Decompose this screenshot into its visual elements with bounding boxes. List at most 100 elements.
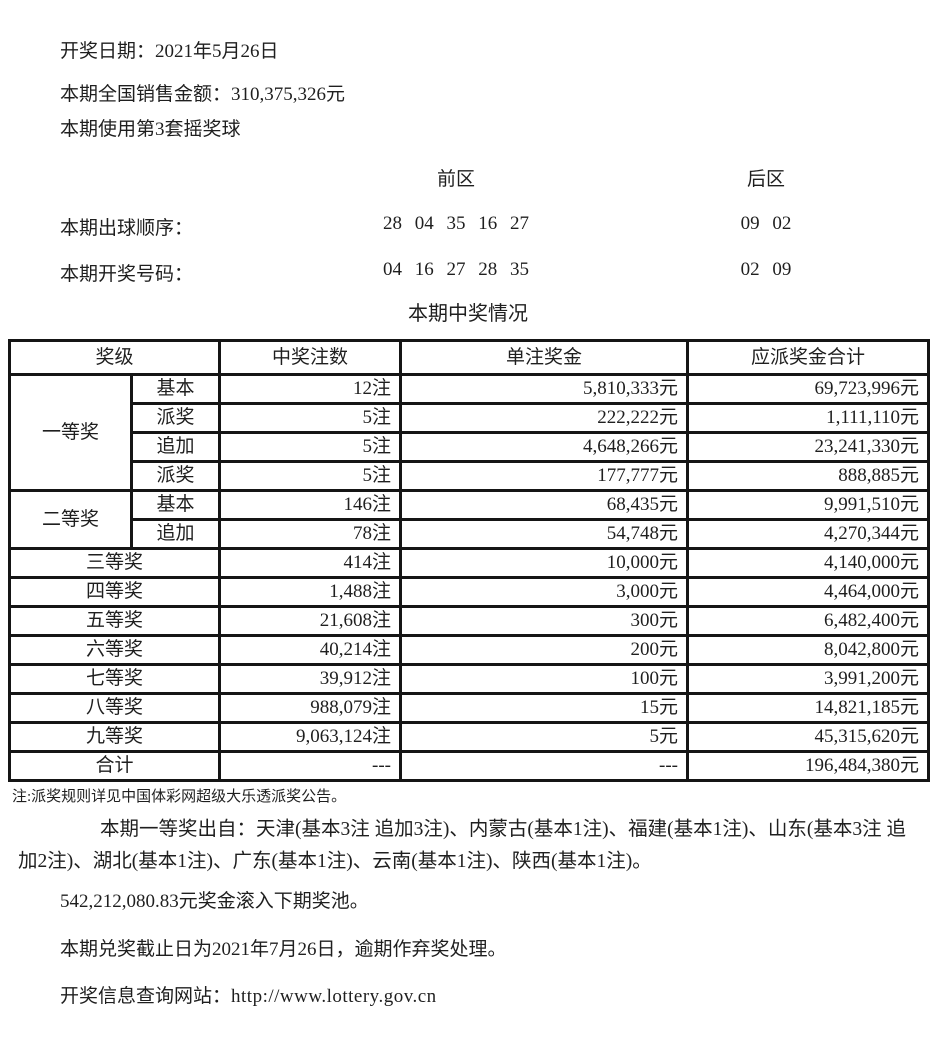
table-row: 二等奖 基本 146注 68,435元 9,991,510元	[8, 489, 931, 550]
prize-sub-type-cell: 追加	[129, 431, 222, 463]
draw-order-row: 本期出球顺序： 28 04 35 16 27 09 02	[0, 213, 936, 239]
winning-bets-cell: 40,214注	[218, 634, 403, 666]
winning-bets-cell: 1,488注	[218, 576, 403, 608]
single-prize-cell: 100元	[399, 663, 690, 695]
website-info-line: 开奖信息查询网站：http://www.lottery.gov.cn	[60, 987, 936, 1007]
prize-table-title: 本期中奖情况	[408, 303, 528, 325]
prize-level-group-cell: 一等奖	[8, 373, 133, 492]
prize-level-cell: 七等奖	[7, 663, 222, 695]
single-prize-cell: 3,000元	[399, 576, 690, 608]
single-prize-cell: 54,748元	[399, 518, 690, 550]
winning-bets-cell: 12注	[218, 373, 403, 405]
prize-sub-type-cell: 追加	[129, 518, 222, 550]
winning-bets-cell: 988,079注	[218, 692, 403, 724]
single-prize-cell: 68,435元	[399, 489, 690, 521]
prize-table-header-row: 奖级 中奖注数 单注奖金 应派奖金合计	[7, 339, 931, 376]
total-payout-cell: 8,042,800元	[686, 634, 931, 666]
total-payout-cell: 4,464,000元	[686, 576, 931, 608]
table-row: 五等奖 21,608注 300元 6,482,400元	[7, 605, 931, 637]
winning-numbers-label: 本期开奖号码：	[60, 264, 194, 285]
table-row: 六等奖 40,214注 200元 8,042,800元	[7, 634, 931, 666]
prize-level-cell: 合计	[7, 750, 222, 782]
jackpot-rollover-line: 542,212,080.83元奖金滚入下期奖池。	[60, 891, 369, 912]
table-row: 追加 5注 4,648,266元 23,241,330元	[10, 431, 931, 463]
first-prize-origin-paragraph: 本期一等奖出自：天津(基本3注 追加3注)、内蒙古(基本1注)、福建(基本1注)…	[18, 819, 906, 872]
single-prize-cell: 10,000元	[399, 547, 690, 579]
single-prize-cell: 15元	[399, 692, 690, 724]
single-prize-cell: 300元	[399, 605, 690, 637]
website-label: 开奖信息查询网站：	[60, 986, 232, 1007]
prize-sub-type-cell: 派奖	[129, 402, 222, 434]
prize-level-cell: 四等奖	[7, 576, 222, 608]
zone-header-row: 前区 后区	[0, 164, 936, 190]
table-row: 追加 78注 54,748元 4,270,344元	[10, 518, 931, 550]
prize-sub-type-cell: 基本	[129, 489, 222, 521]
table-row: 派奖 5注 222,222元 1,111,110元	[10, 402, 931, 434]
winning-bets-cell: 5注	[218, 460, 403, 492]
draw-order-back-numbers: 09 02	[740, 213, 792, 234]
winning-bets-cell: 146注	[218, 489, 403, 521]
total-payout-cell: 3,991,200元	[686, 663, 931, 695]
total-payout-cell: 14,821,185元	[686, 692, 931, 724]
total-payout-cell: 6,482,400元	[686, 605, 931, 637]
winning-bets-cell: 5注	[218, 402, 403, 434]
prize-level-cell: 九等奖	[7, 721, 222, 753]
prize-level-cell: 五等奖	[7, 605, 222, 637]
winning-numbers-row: 本期开奖号码： 04 16 27 28 35 02 09	[0, 259, 936, 285]
table-row: 三等奖 414注 10,000元 4,140,000元	[7, 547, 931, 579]
prize-level-cell: 三等奖	[7, 547, 222, 579]
back-zone-label: 后区	[746, 169, 785, 190]
single-prize-cell: 200元	[399, 634, 690, 666]
total-payout-cell: 1,111,110元	[686, 402, 931, 434]
draw-order-front-numbers: 28 04 35 16 27	[383, 213, 529, 234]
single-prize-cell: 4,648,266元	[399, 431, 690, 463]
table-row: 七等奖 39,912注 100元 3,991,200元	[7, 663, 931, 695]
sales-amount-line: 本期全国销售金额：310,375,326元	[60, 84, 346, 105]
winning-bets-cell: 21,608注	[218, 605, 403, 637]
total-payout-cell: 23,241,330元	[686, 431, 931, 463]
col-header-total-payout: 应派奖金合计	[686, 339, 931, 376]
prize-sub-type-cell: 基本	[129, 373, 222, 405]
winning-bets-cell: 5注	[218, 431, 403, 463]
total-payout-cell: 196,484,380元	[686, 750, 931, 782]
claim-deadline-line: 本期兑奖截止日为2021年7月26日，逾期作弃奖处理。	[60, 939, 507, 960]
prize-level-cell: 六等奖	[7, 634, 222, 666]
table-row: 八等奖 988,079注 15元 14,821,185元	[7, 692, 931, 724]
col-header-single-prize: 单注奖金	[399, 339, 690, 376]
prize-table: 奖级 中奖注数 单注奖金 应派奖金合计 一等奖 基本 12注 5,810,333…	[7, 339, 931, 782]
total-payout-cell: 4,140,000元	[686, 547, 931, 579]
winning-bets-cell: 414注	[218, 547, 403, 579]
table-row-total: 合计 --- --- 196,484,380元	[7, 750, 931, 782]
total-payout-cell: 69,723,996元	[686, 373, 931, 405]
total-payout-cell: 888,885元	[686, 460, 931, 492]
total-payout-cell: 45,315,620元	[686, 721, 931, 753]
front-zone-label: 前区	[436, 169, 475, 190]
total-payout-cell: 4,270,344元	[686, 518, 931, 550]
single-prize-cell: ---	[399, 750, 690, 782]
table-row: 九等奖 9,063,124注 5元 45,315,620元	[7, 721, 931, 753]
winning-numbers-front: 04 16 27 28 35	[383, 259, 529, 280]
prize-level-cell: 八等奖	[7, 692, 222, 724]
table-row: 派奖 5注 177,777元 888,885元	[10, 460, 931, 492]
ball-set-line: 本期使用第3套摇奖球	[60, 119, 241, 140]
prize-sub-type-cell: 派奖	[129, 460, 222, 492]
draw-date-line: 开奖日期：2021年5月26日	[60, 41, 279, 62]
winning-bets-cell: ---	[218, 750, 403, 782]
winning-bets-cell: 39,912注	[218, 663, 403, 695]
single-prize-cell: 177,777元	[399, 460, 690, 492]
total-payout-cell: 9,991,510元	[686, 489, 931, 521]
table-row: 一等奖 基本 12注 5,810,333元 69,723,996元	[8, 373, 931, 492]
single-prize-cell: 5,810,333元	[399, 373, 690, 405]
winning-bets-cell: 78注	[218, 518, 403, 550]
draw-order-label: 本期出球顺序：	[60, 218, 194, 239]
winning-bets-cell: 9,063,124注	[218, 721, 403, 753]
winning-numbers-back: 02 09	[740, 259, 792, 280]
payout-rules-note: 注:派奖规则详见中国体彩网超级大乐透派奖公告。	[12, 789, 347, 805]
single-prize-cell: 222,222元	[399, 402, 690, 434]
single-prize-cell: 5元	[399, 721, 690, 753]
table-row: 四等奖 1,488注 3,000元 4,464,000元	[7, 576, 931, 608]
col-header-winning-bets: 中奖注数	[218, 339, 403, 376]
prize-level-group-cell: 二等奖	[8, 489, 133, 550]
lottery-website-url[interactable]: http://www.lottery.gov.cn	[231, 986, 437, 1007]
